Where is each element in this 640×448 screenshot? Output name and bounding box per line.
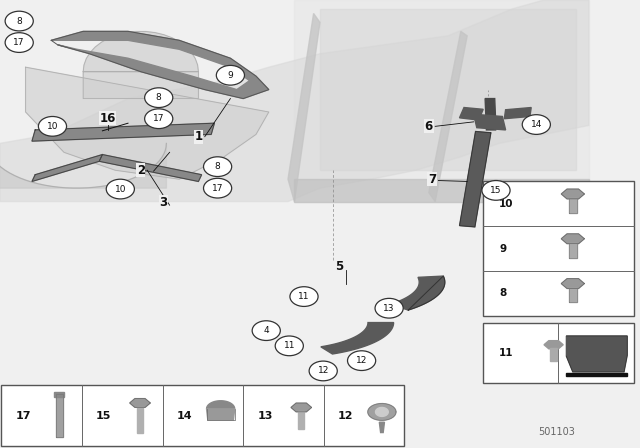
Polygon shape (504, 108, 531, 119)
Text: 15: 15 (490, 186, 502, 195)
Polygon shape (561, 189, 584, 199)
Text: 2: 2 (137, 164, 145, 177)
Text: 14: 14 (531, 120, 542, 129)
Circle shape (290, 287, 318, 306)
Text: 8: 8 (156, 93, 161, 102)
Circle shape (38, 116, 67, 136)
Polygon shape (544, 340, 563, 349)
Text: 11: 11 (499, 348, 514, 358)
Circle shape (204, 178, 232, 198)
Polygon shape (130, 399, 150, 407)
Polygon shape (561, 234, 584, 244)
Circle shape (275, 336, 303, 356)
Text: 8: 8 (17, 17, 22, 26)
Text: 11: 11 (284, 341, 295, 350)
Polygon shape (32, 123, 214, 141)
Text: 8: 8 (215, 162, 220, 171)
Polygon shape (380, 422, 385, 433)
Polygon shape (460, 108, 483, 120)
Text: 4: 4 (264, 326, 269, 335)
Text: 17: 17 (15, 410, 31, 421)
Text: 17: 17 (212, 184, 223, 193)
Polygon shape (32, 155, 102, 181)
Circle shape (482, 181, 510, 200)
Polygon shape (474, 114, 506, 130)
Text: 1: 1 (195, 130, 202, 143)
Text: 17: 17 (153, 114, 164, 123)
Polygon shape (368, 404, 396, 420)
Polygon shape (390, 276, 445, 310)
Circle shape (216, 65, 244, 85)
Circle shape (204, 157, 232, 177)
Polygon shape (207, 409, 235, 420)
Polygon shape (56, 394, 63, 437)
Circle shape (5, 11, 33, 31)
Polygon shape (566, 336, 627, 372)
Polygon shape (294, 179, 589, 202)
Polygon shape (26, 67, 269, 179)
Polygon shape (429, 31, 467, 202)
Circle shape (106, 179, 134, 199)
Text: 9: 9 (228, 71, 233, 80)
Text: 7: 7 (428, 172, 436, 186)
Polygon shape (569, 288, 577, 302)
Polygon shape (0, 0, 589, 202)
Circle shape (375, 298, 403, 318)
Polygon shape (294, 0, 589, 202)
Bar (483, 181, 634, 316)
Polygon shape (321, 323, 394, 354)
Circle shape (348, 351, 376, 370)
Circle shape (145, 88, 173, 108)
Polygon shape (561, 279, 584, 289)
Circle shape (5, 33, 33, 52)
Text: 501103: 501103 (538, 427, 575, 437)
Text: 3: 3 (159, 196, 167, 209)
Text: 12: 12 (356, 356, 367, 365)
Text: 12: 12 (317, 366, 329, 375)
Polygon shape (291, 403, 312, 412)
Polygon shape (320, 9, 576, 170)
Circle shape (522, 115, 550, 134)
Polygon shape (550, 349, 557, 361)
Polygon shape (569, 198, 577, 213)
Polygon shape (99, 155, 202, 181)
Polygon shape (460, 132, 491, 227)
Polygon shape (137, 408, 143, 433)
Text: 13: 13 (383, 304, 395, 313)
Text: 12: 12 (338, 410, 353, 421)
Text: 10: 10 (47, 122, 58, 131)
Text: 10: 10 (115, 185, 126, 194)
Text: 17: 17 (13, 38, 25, 47)
Text: 14: 14 (177, 410, 192, 421)
Polygon shape (207, 401, 235, 409)
Circle shape (145, 109, 173, 129)
Text: 11: 11 (298, 292, 310, 301)
Polygon shape (288, 13, 320, 202)
Text: 6: 6 (425, 120, 433, 133)
Polygon shape (54, 392, 65, 397)
Bar (483, 323, 634, 383)
Circle shape (309, 361, 337, 381)
Polygon shape (566, 373, 627, 376)
Text: 5: 5 (335, 260, 343, 273)
Text: 15: 15 (96, 410, 111, 421)
Text: 10: 10 (499, 199, 514, 209)
Text: 16: 16 (99, 112, 116, 125)
Polygon shape (485, 99, 496, 130)
Bar (1, 385, 404, 446)
Text: 13: 13 (257, 410, 273, 421)
Polygon shape (0, 143, 166, 188)
Polygon shape (51, 31, 269, 99)
Polygon shape (376, 408, 388, 416)
Polygon shape (83, 31, 198, 99)
Circle shape (252, 321, 280, 340)
Text: 8: 8 (499, 289, 506, 298)
Polygon shape (569, 243, 577, 258)
Polygon shape (298, 411, 305, 429)
Text: 9: 9 (499, 244, 506, 254)
